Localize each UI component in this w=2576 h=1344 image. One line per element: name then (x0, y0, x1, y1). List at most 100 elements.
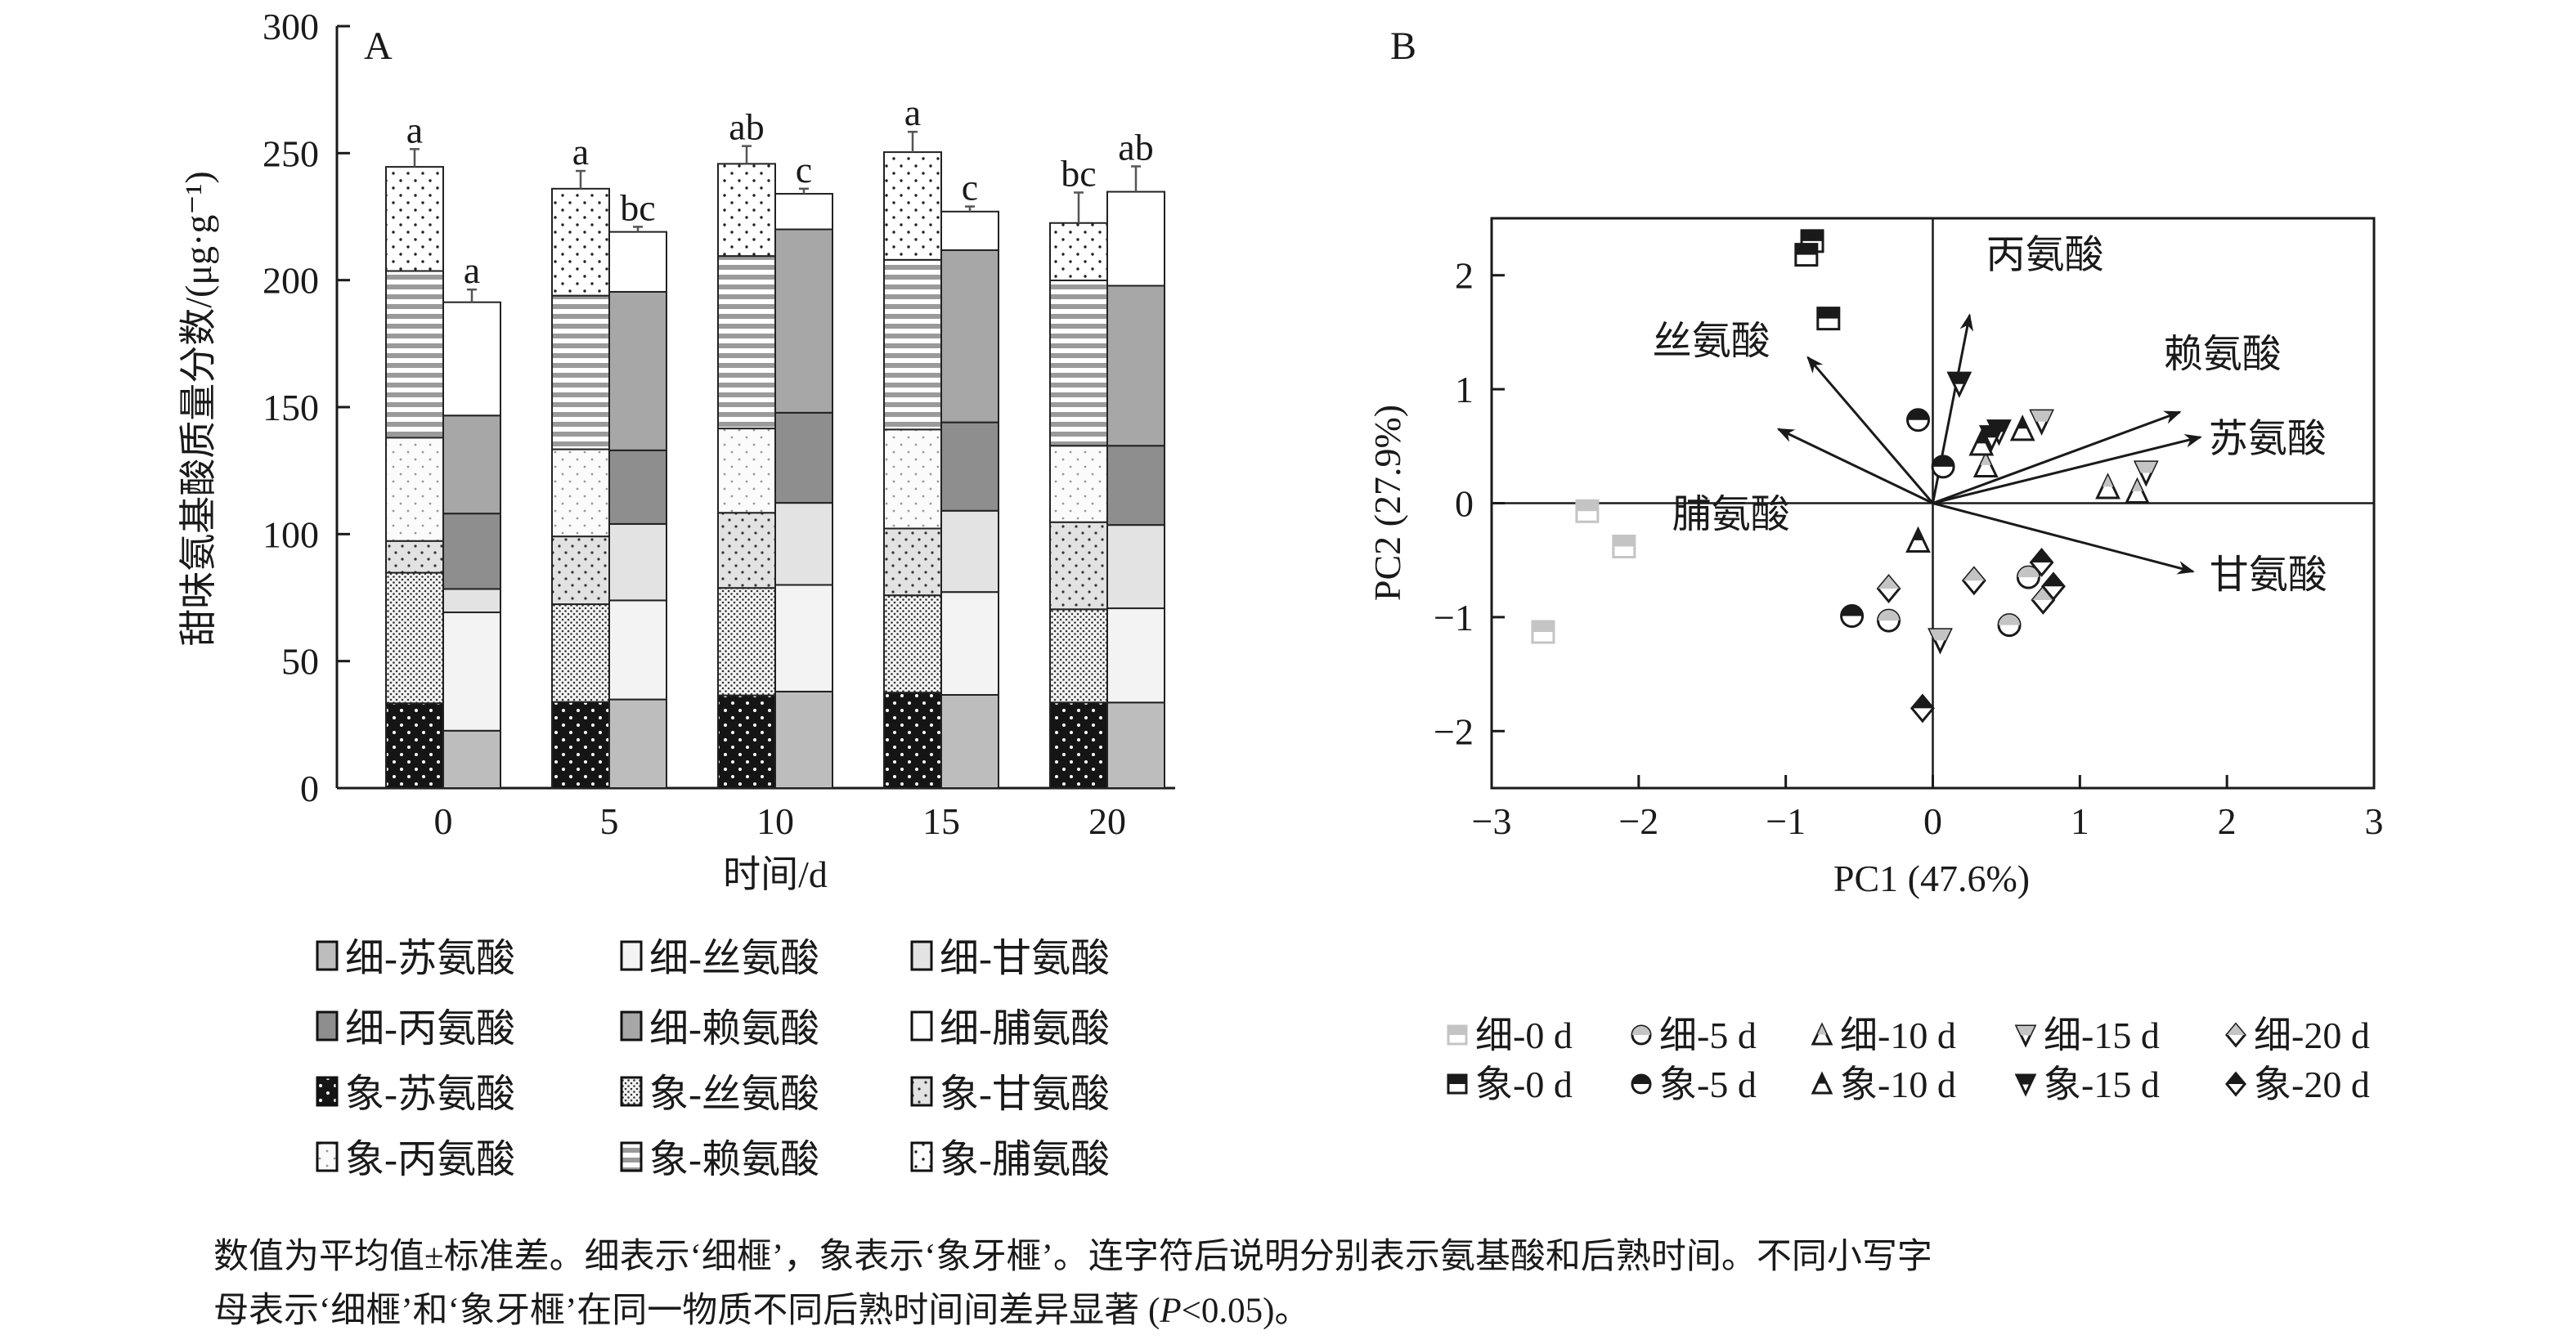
legend-label: 象-0 d (1475, 1064, 1573, 1105)
bar-象-day-5: acdabcaa (551, 131, 610, 790)
bar-segment-丝氨酸 (551, 603, 610, 703)
x-tick-label: 5 (600, 800, 619, 842)
series-象-15 d (1946, 371, 2012, 452)
series-细-5 d (1877, 565, 2040, 638)
bar-segment-脯氨酸 (940, 210, 999, 252)
legend-item: 细-10 d (1811, 1015, 1956, 1056)
legend-item: 象-脯氨酸 (910, 1138, 1110, 1181)
bar-segment-丙氨酸 (774, 411, 833, 504)
data-point (1910, 693, 1935, 724)
panel-label-b: B (1390, 25, 1416, 68)
legend-item: 细-15 d (2014, 1015, 2160, 1056)
bar-segment-赖氨酸 (385, 270, 444, 439)
legend-label: 象-赖氨酸 (649, 1138, 819, 1181)
pca-biplot-panel-b: B −3 −2 −1 0 1 2 3 −2 −1 0 1 2 PC1 (47.6%) PC2 (27.9%)… (1367, 25, 2384, 1105)
marker-fill (1878, 610, 1900, 621)
x-tick-label: −1 (1766, 800, 1806, 842)
bar-segment-丙氨酸 (608, 449, 667, 525)
significance-letter: a (464, 249, 480, 291)
legend-label: 象-20 d (2254, 1064, 2370, 1105)
bar-segment-丙氨酸 (883, 428, 942, 530)
loading-label: 赖氨酸 (2164, 333, 2282, 376)
legend-marker (2014, 1024, 2037, 1048)
legend-label: 细-甘氨酸 (940, 937, 1110, 980)
loading-label: 甘氨酸 (2210, 553, 2327, 597)
loading-label: 脯氨酸 (1672, 493, 1790, 536)
data-point (1877, 608, 1901, 633)
marker-fill (1911, 695, 1933, 709)
legend-label: 细-赖氨酸 (649, 1007, 819, 1051)
legend-marker (1631, 1024, 1652, 1046)
legend-label: 象-5 d (1659, 1064, 1757, 1105)
legend-item: 象-赖氨酸 (620, 1138, 819, 1181)
marker-fill (2042, 573, 2064, 587)
marker-fill (2017, 417, 2028, 429)
bar-segment-甘氨酸 (385, 540, 444, 574)
legend-label: 细-15 d (2044, 1015, 2160, 1056)
bar-segment-脯氨酸 (1049, 222, 1108, 281)
marker-fill (2227, 1024, 2245, 1036)
bar-segment-甘氨酸 (551, 535, 610, 606)
y-tick-label: 0 (300, 768, 319, 809)
bar-segment-赖氨酸 (940, 249, 999, 423)
marker-fill (2031, 549, 2053, 562)
data-point (2029, 548, 2054, 577)
x-axis-title: PC1 (47.6%) (1833, 858, 2030, 899)
marker-fill (2131, 480, 2143, 491)
marker-fill (1448, 1026, 1466, 1036)
legend-swatch (620, 1076, 643, 1107)
bar-segment-苏氨酸 (1049, 701, 1108, 790)
data-point (1531, 620, 1555, 644)
significance-letter: a (406, 109, 423, 150)
marker-fill (1981, 426, 2003, 438)
series-象-5 d (1840, 408, 1955, 629)
data-point (1997, 613, 2022, 638)
bar-segment-甘氨酸 (1049, 521, 1108, 611)
data-point (1946, 371, 1972, 398)
bar-segment-赖氨酸 (774, 228, 833, 414)
legend-label: 细-5 d (1659, 1015, 1757, 1056)
marker-fill (1576, 500, 1598, 512)
caption-text: <0.05)。 (1181, 1292, 1310, 1330)
marker-fill (1817, 1073, 1827, 1084)
bar-segment-甘氨酸 (717, 512, 776, 589)
bar-segment-丝氨酸 (717, 587, 776, 697)
marker-fill (1963, 567, 1985, 581)
significance-letter: bc (1061, 152, 1096, 194)
x-tick-label: 20 (1088, 800, 1126, 842)
series-象-0 d (1794, 229, 1841, 331)
marker-fill (1532, 621, 1554, 633)
y-tick-label: 300 (263, 6, 319, 47)
marker-fill (1448, 1075, 1466, 1085)
legend-swatch (910, 940, 933, 971)
significance-letter: bc (620, 186, 655, 228)
data-point (2009, 414, 2035, 441)
marker-fill (2102, 475, 2114, 487)
bar-chart-panel-a: A 0 50 100 150 200 250 300 甜味氨基酸质量分数/(μg·g⁻¹) 0 5 1… (177, 6, 1175, 1181)
significance-letter: a (572, 131, 589, 172)
data-point (1816, 307, 1841, 331)
legend-label: 象-15 d (2044, 1064, 2160, 1105)
data-point (1840, 604, 1865, 629)
data-point (1972, 450, 1999, 477)
marker-fill (2017, 567, 2040, 578)
legend-label: 细-脯氨酸 (940, 1007, 1110, 1051)
x-tick-label: 3 (2365, 800, 2384, 842)
series-细-15 d (1928, 409, 2159, 655)
bar-segment-丙氨酸 (442, 513, 501, 590)
marker-fill (1999, 614, 2021, 625)
data-point (2133, 460, 2159, 487)
marker-fill (1795, 244, 1817, 255)
caption-line-2: 母表示‘细榧’和‘象牙榧’在同一物质不同后熟时间间差异显著 (P<0.05)。 (213, 1284, 1932, 1338)
legend-item: 象-5 d (1631, 1064, 1757, 1105)
caption-p-symbol: P (1160, 1292, 1182, 1330)
series-细-10 d (1972, 450, 2150, 504)
legend-item: 象-丝氨酸 (620, 1073, 819, 1116)
bar-segment-脯氨酸 (883, 151, 942, 261)
marker-fill (1632, 1075, 1650, 1085)
marker-fill (1932, 455, 1954, 467)
data-point (2016, 565, 2040, 589)
bar-细-day-15: acdabcac (940, 167, 999, 790)
legend-marker (2225, 1071, 2246, 1097)
loading-label: 丝氨酸 (1653, 320, 1770, 363)
